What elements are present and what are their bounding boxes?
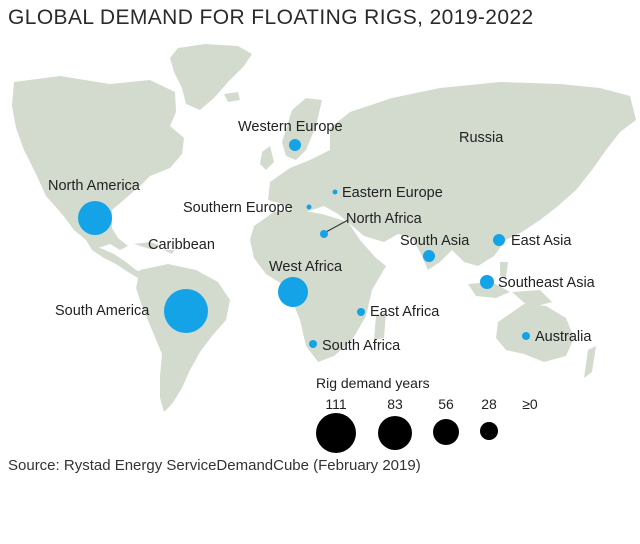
legend-label-56: 56 xyxy=(438,396,454,412)
label-south-africa: South Africa xyxy=(322,338,401,354)
legend-label-83: 83 xyxy=(387,396,403,412)
label-eastern-europe: Eastern Europe xyxy=(342,185,443,201)
north-america-shape xyxy=(12,76,184,250)
south-america-shape xyxy=(136,264,230,412)
label-east-asia: East Asia xyxy=(511,233,572,249)
label-west-africa: West Africa xyxy=(269,259,343,275)
marker-western-europe xyxy=(289,139,301,151)
marker-north-africa xyxy=(320,230,328,238)
demand-markers xyxy=(78,139,530,348)
label-east-africa: East Africa xyxy=(370,304,440,320)
legend-label-28: 28 xyxy=(481,396,497,412)
greenland-shape xyxy=(170,44,252,110)
legend: Rig demand years 111 83 56 28 ≥0 xyxy=(316,375,538,453)
marker-southeast-asia xyxy=(480,275,494,289)
legend-circle-83 xyxy=(378,416,412,450)
japan-shape xyxy=(522,196,540,224)
label-southern-europe: Southern Europe xyxy=(183,200,293,216)
legend-circle-28 xyxy=(480,422,498,440)
north-africa-leader-line xyxy=(325,219,349,233)
iceland-shape xyxy=(224,92,240,102)
label-south-asia: South Asia xyxy=(400,233,470,249)
marker-australia xyxy=(522,332,530,340)
africa-shape xyxy=(250,210,386,362)
marker-southern-europe xyxy=(306,204,312,210)
marker-eastern-europe xyxy=(332,189,338,195)
legend-circle-111 xyxy=(316,413,356,453)
marker-north-america xyxy=(78,201,112,235)
marker-east-asia xyxy=(493,234,505,246)
legend-label-111: 111 xyxy=(325,396,346,412)
marker-south-africa xyxy=(309,340,317,348)
region-labels: Western Europe Russia North America East… xyxy=(48,119,596,354)
label-caribbean: Caribbean xyxy=(148,237,215,253)
legend-title: Rig demand years xyxy=(316,375,430,391)
label-north-africa: North Africa xyxy=(346,211,423,227)
label-south-america: South America xyxy=(55,303,150,319)
label-southeast-asia: Southeast Asia xyxy=(498,275,596,291)
label-australia: Australia xyxy=(535,329,592,345)
label-russia: Russia xyxy=(459,130,504,146)
se-asia-islands-shape xyxy=(468,262,552,308)
legend-label-ge0: ≥0 xyxy=(522,396,538,412)
map-title: GLOBAL DEMAND FOR FLOATING RIGS, 2019-20… xyxy=(8,6,534,29)
central-america-shape xyxy=(86,240,142,278)
label-western-europe: Western Europe xyxy=(238,119,343,135)
marker-south-asia xyxy=(423,250,435,262)
eurasia-shape xyxy=(268,82,636,270)
australia-shape xyxy=(496,304,574,362)
marker-south-america xyxy=(164,289,208,333)
new-zealand-shape xyxy=(584,346,596,378)
caribbean-islands-shape xyxy=(134,242,174,254)
marker-west-africa xyxy=(278,277,308,307)
legend-circle-56 xyxy=(433,419,459,445)
madagascar-shape xyxy=(374,312,386,340)
marker-east-africa xyxy=(357,308,365,316)
uk-shape xyxy=(260,146,274,170)
label-north-america: North America xyxy=(48,178,141,194)
source-note: Source: Rystad Energy ServiceDemandCube … xyxy=(8,457,421,474)
